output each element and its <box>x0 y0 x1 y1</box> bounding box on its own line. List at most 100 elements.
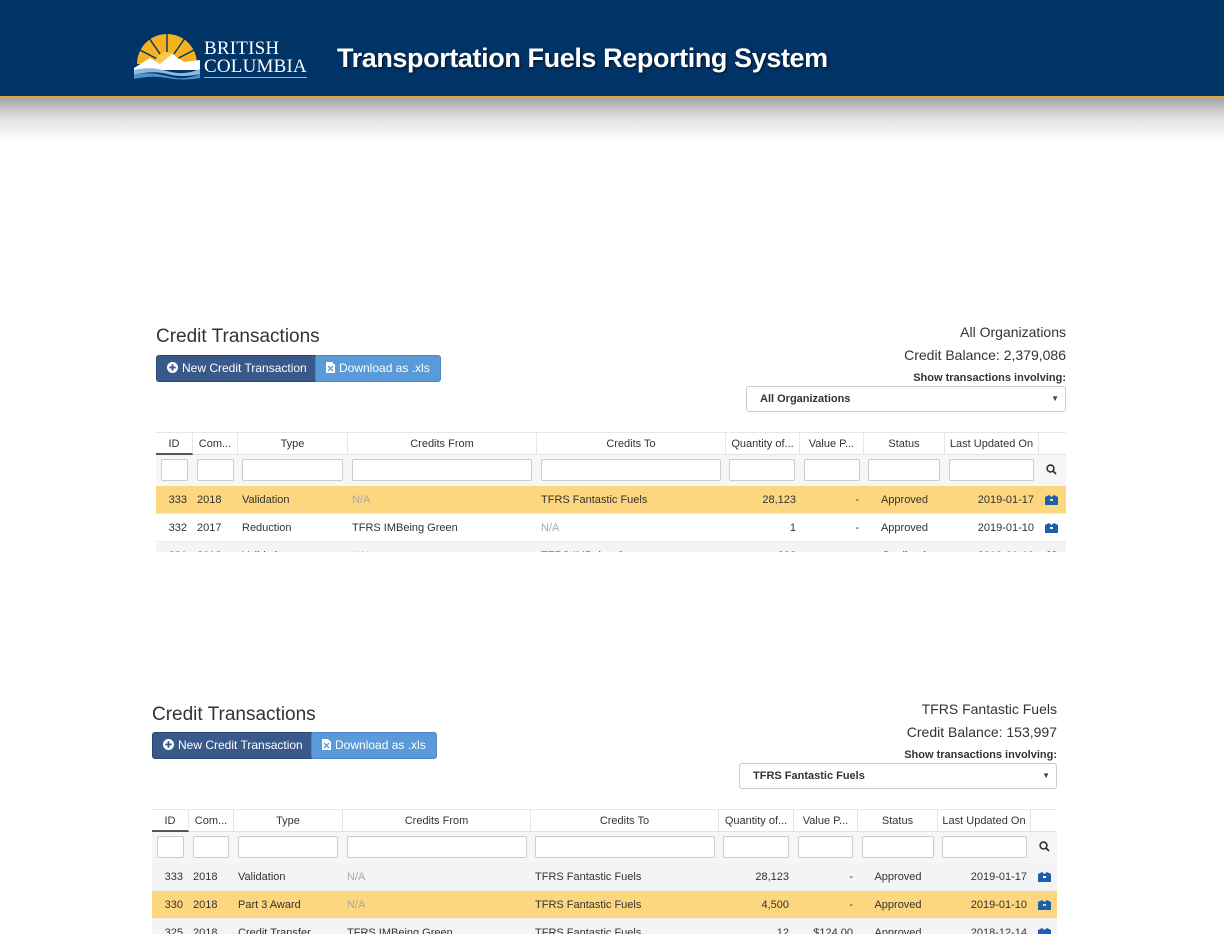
view-transaction-icon[interactable] <box>1038 900 1051 910</box>
cell-quantity: 1 <box>789 522 796 534</box>
cell-last-updated: 2018-12-14 <box>970 927 1027 934</box>
column-header-credits-to[interactable]: Credits To <box>531 810 719 832</box>
cell-quantity: 333 <box>726 542 796 552</box>
cell-quantity: 12 <box>776 927 789 934</box>
organization-select[interactable]: All Organizations ▼ <box>746 386 1066 412</box>
download-xls-button[interactable]: Download as .xls <box>315 355 441 382</box>
app-title[interactable]: Transportation Fuels Reporting System <box>337 43 828 73</box>
column-header-value[interactable]: Value P... <box>800 433 864 455</box>
file-excel-icon <box>326 362 335 374</box>
column-header-credits-from[interactable]: Credits From <box>348 433 537 455</box>
involving-label: Show transactions involving: <box>904 749 1057 761</box>
cell-value: - <box>800 542 859 552</box>
cell-credits-from: N/A <box>347 871 366 883</box>
column-header-quantity[interactable]: Quantity of... <box>726 433 800 455</box>
table-row[interactable]: 331 2018 Validation N/A TFRS IMBeing Gre… <box>156 542 1066 552</box>
cell-status: Approved <box>880 522 929 534</box>
cell-quantity: 28,123 <box>762 494 796 506</box>
cell-value: $124.00 <box>813 927 853 934</box>
organization-select[interactable]: TFRS Fantastic Fuels ▼ <box>739 763 1057 789</box>
search-icon[interactable] <box>1046 464 1057 475</box>
column-header-type[interactable]: Type <box>234 810 343 832</box>
download-xls-button[interactable]: Download as .xls <box>311 732 437 759</box>
cell-status: Approved <box>874 871 922 883</box>
cell-compliance-period: 2018 <box>197 494 222 506</box>
new-credit-transaction-button[interactable]: New Credit Transaction <box>156 355 318 382</box>
organization-select-value: TFRS Fantastic Fuels <box>753 770 865 782</box>
view-transaction-icon[interactable] <box>1038 872 1051 882</box>
cell-value: - <box>855 494 859 506</box>
plus-circle-icon <box>163 739 174 751</box>
cell-credits-from: TFRS IMBeing Green <box>352 522 458 534</box>
filter-compliance-input[interactable] <box>193 836 229 858</box>
transactions-table: ID Com... Type Credits From Credits To Q… <box>152 809 1057 934</box>
table-row[interactable]: 332 2017 Reduction TFRS IMBeing Green N/… <box>156 514 1066 542</box>
new-button-label: New Credit Transaction <box>182 361 307 375</box>
bc-sun-logo-icon <box>134 34 200 80</box>
filter-value-input[interactable] <box>804 459 860 481</box>
column-header-compliance-period[interactable]: Com... <box>193 433 238 455</box>
filter-quantity-input[interactable] <box>729 459 795 481</box>
cell-credits-from: N/A <box>347 899 366 911</box>
column-header-status[interactable]: Status <box>864 433 945 455</box>
cell-credits-from: N/A <box>352 542 535 552</box>
column-header-type[interactable]: Type <box>238 433 348 455</box>
download-button-label: Download as .xls <box>335 738 426 752</box>
table-row[interactable]: 333 2018 Validation N/A TFRS Fantastic F… <box>156 486 1066 514</box>
filter-status-input[interactable] <box>862 836 934 858</box>
chevron-down-icon: ▼ <box>1042 771 1050 780</box>
view-transaction-icon[interactable] <box>1045 495 1058 505</box>
cell-id: 333 <box>164 871 183 883</box>
filter-value-input[interactable] <box>798 836 853 858</box>
cell-last-updated: 2019-01-10 <box>977 522 1034 534</box>
column-header-id[interactable]: ID <box>156 433 193 455</box>
new-credit-transaction-button[interactable]: New Credit Transaction <box>152 732 314 759</box>
column-header-quantity[interactable]: Quantity of... <box>719 810 794 832</box>
organization-select-value: All Organizations <box>760 393 851 405</box>
filter-quantity-input[interactable] <box>723 836 789 858</box>
filter-credits-from-input[interactable] <box>352 459 532 481</box>
filter-compliance-input[interactable] <box>197 459 234 481</box>
bc-wordmark: BRITISH COLUMBIA <box>204 39 307 78</box>
column-header-last-updated[interactable]: Last Updated On <box>945 433 1039 455</box>
transactions-table: ID Com... Type Credits From Credits To Q… <box>156 432 1066 552</box>
column-header-value[interactable]: Value P... <box>794 810 858 832</box>
filter-id-input[interactable] <box>157 836 184 858</box>
filter-type-input[interactable] <box>242 459 343 481</box>
page-title: Credit Transactions <box>156 326 320 347</box>
filter-status-input[interactable] <box>868 459 940 481</box>
filter-type-input[interactable] <box>238 836 338 858</box>
filter-id-input[interactable] <box>161 459 188 481</box>
view-transaction-icon[interactable] <box>1045 523 1058 533</box>
column-header-id[interactable]: ID <box>152 810 189 832</box>
cell-type: Part 3 Award <box>238 899 301 911</box>
column-header-credits-from[interactable]: Credits From <box>343 810 531 832</box>
cell-last-updated: 2019-01-10 <box>970 899 1027 911</box>
cell-last-updated: 2019-01-17 <box>970 871 1027 883</box>
filter-updated-input[interactable] <box>942 836 1027 858</box>
view-transaction-icon[interactable] <box>1038 928 1051 934</box>
column-header-status[interactable]: Status <box>858 810 938 832</box>
bc-logo[interactable]: BRITISH COLUMBIA <box>132 32 307 82</box>
view-transaction-icon[interactable] <box>1045 551 1058 552</box>
table-row[interactable]: 333 2018 Validation N/A TFRS Fantastic F… <box>152 863 1057 891</box>
filter-credits-to-input[interactable] <box>541 459 721 481</box>
table-row[interactable]: 325 2018 Credit Transfer TFRS IMBeing Gr… <box>152 919 1057 934</box>
cell-value: - <box>849 871 853 883</box>
cell-status: Approved <box>874 927 922 934</box>
column-header-last-updated[interactable]: Last Updated On <box>938 810 1031 832</box>
filter-updated-input[interactable] <box>949 459 1034 481</box>
filter-credits-from-input[interactable] <box>347 836 527 858</box>
cell-value: - <box>849 899 853 911</box>
cell-compliance-period: 2018 <box>193 899 218 911</box>
column-header-compliance-period[interactable]: Com... <box>189 810 234 832</box>
cell-credits-to: TFRS Fantastic Fuels <box>535 927 642 934</box>
app-header: BRITISH COLUMBIA Transportation Fuels Re… <box>0 0 1224 98</box>
filter-credits-to-input[interactable] <box>535 836 715 858</box>
column-header-actions <box>1031 810 1057 832</box>
column-header-credits-to[interactable]: Credits To <box>537 433 726 455</box>
involving-label: Show transactions involving: <box>913 372 1066 384</box>
column-header-actions <box>1039 433 1066 455</box>
table-row[interactable]: 330 2018 Part 3 Award N/A TFRS Fantastic… <box>152 891 1057 919</box>
search-icon[interactable] <box>1039 841 1050 852</box>
